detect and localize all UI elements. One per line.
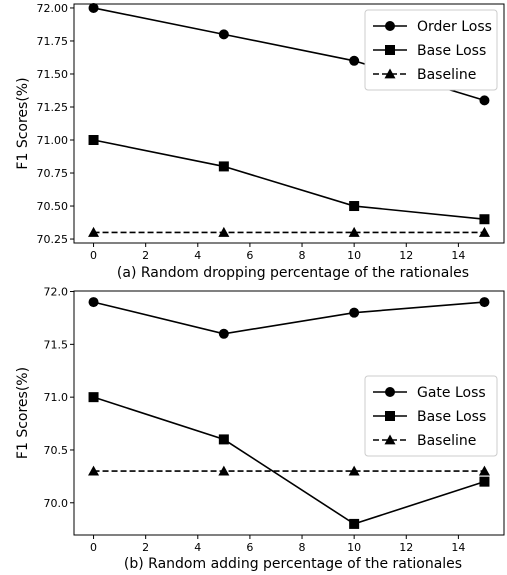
legend-marker <box>384 68 396 79</box>
legend-box <box>364 375 498 457</box>
data-point-gate-loss <box>479 297 490 308</box>
data-point-gate-loss <box>349 307 360 318</box>
x-tick-label: 8 <box>299 249 306 262</box>
y-tick-label: 71.0 <box>44 391 69 404</box>
data-point-baseline <box>348 226 360 237</box>
data-point-baseline <box>478 226 490 237</box>
y-tick-label: 71.50 <box>37 68 69 81</box>
plot-area-frame <box>73 290 505 536</box>
data-point-base-loss <box>218 161 229 172</box>
legend-marker <box>385 45 395 55</box>
legend-label: Order Loss <box>417 19 492 35</box>
legend-label: Base Loss <box>417 409 486 425</box>
y-axis-label: F1 Scores(%) <box>15 77 31 169</box>
series-line-base-loss <box>93 396 485 525</box>
legend-marker <box>384 434 396 445</box>
data-point-base-loss <box>218 434 229 445</box>
data-point-base-loss <box>479 214 490 225</box>
series-line-base-loss <box>93 139 485 221</box>
x-tick-label: 8 <box>299 541 306 554</box>
x-tick-label: 12 <box>399 249 413 262</box>
data-point-base-loss <box>349 201 360 212</box>
data-point-base-loss <box>349 518 360 529</box>
y-tick-label: 72.0 <box>44 286 69 299</box>
data-point-base-loss <box>88 392 99 403</box>
panel-caption: (b) Random adding percentage of the rati… <box>124 556 462 572</box>
y-tick-label: 70.25 <box>37 233 69 246</box>
y-tick-label: 71.75 <box>37 35 69 48</box>
x-tick-label: 4 <box>194 541 201 554</box>
legend-box <box>364 9 498 91</box>
x-tick-label: 14 <box>451 541 465 554</box>
data-point-base-loss <box>88 135 99 146</box>
legend-label: Baseline <box>417 433 476 449</box>
data-point-order-loss <box>349 55 360 66</box>
legend-marker <box>385 21 395 31</box>
data-point-baseline <box>218 465 230 476</box>
chart-panel-b: 0 2 4 6 8 10 12 14 70.0 70.5 71.0 71.5 72.0 F1 Scores… <box>15 286 505 572</box>
x-tick-label: 10 <box>347 249 361 262</box>
y-tick-label: 71.25 <box>37 101 69 114</box>
y-tick-label: 70.50 <box>37 200 69 213</box>
x-tick-label: 12 <box>399 541 413 554</box>
data-point-baseline <box>478 465 490 476</box>
legend-marker <box>385 387 395 397</box>
x-tick-label: 0 <box>90 249 97 262</box>
y-tick-label: 70.5 <box>44 444 69 457</box>
series-line-gate-loss <box>93 301 485 335</box>
x-tick-label: 0 <box>90 541 97 554</box>
x-tick-label: 14 <box>451 249 465 262</box>
data-point-order-loss <box>479 95 490 106</box>
y-tick-label: 72.00 <box>37 2 69 15</box>
plot-area-frame <box>73 3 505 244</box>
legend: Order Loss Base Loss Baseline <box>364 9 498 91</box>
data-point-order-loss <box>218 29 229 40</box>
x-tick-label: 2 <box>142 541 149 554</box>
data-point-base-loss <box>479 476 490 487</box>
chart-panel-a: 0 2 4 6 8 10 12 14 70.25 70.50 70.75 71.00 71.25 71.5… <box>15 2 505 281</box>
data-point-baseline <box>348 465 360 476</box>
panel-caption: (a) Random dropping percentage of the ra… <box>117 265 469 281</box>
legend-label: Gate Loss <box>417 385 486 401</box>
data-point-baseline <box>88 226 100 237</box>
x-tick-label: 6 <box>246 541 253 554</box>
y-tick-label: 70.75 <box>37 167 69 180</box>
y-tick-label: 70.0 <box>44 497 69 510</box>
legend: Gate Loss Base Loss Baseline <box>364 375 498 457</box>
legend-marker <box>385 411 395 421</box>
y-axis-label: F1 Scores(%) <box>15 367 31 459</box>
data-point-baseline <box>218 226 230 237</box>
y-tick-label: 71.5 <box>44 338 69 351</box>
x-tick-label: 4 <box>194 249 201 262</box>
x-tick-label: 6 <box>246 249 253 262</box>
y-tick-label: 71.00 <box>37 134 69 147</box>
data-point-gate-loss <box>88 297 99 308</box>
data-point-order-loss <box>88 2 99 13</box>
data-point-baseline <box>88 465 100 476</box>
data-point-gate-loss <box>218 328 229 339</box>
x-tick-label: 2 <box>142 249 149 262</box>
legend-label: Baseline <box>417 67 476 83</box>
x-tick-label: 10 <box>347 541 361 554</box>
legend-label: Base Loss <box>417 43 486 59</box>
